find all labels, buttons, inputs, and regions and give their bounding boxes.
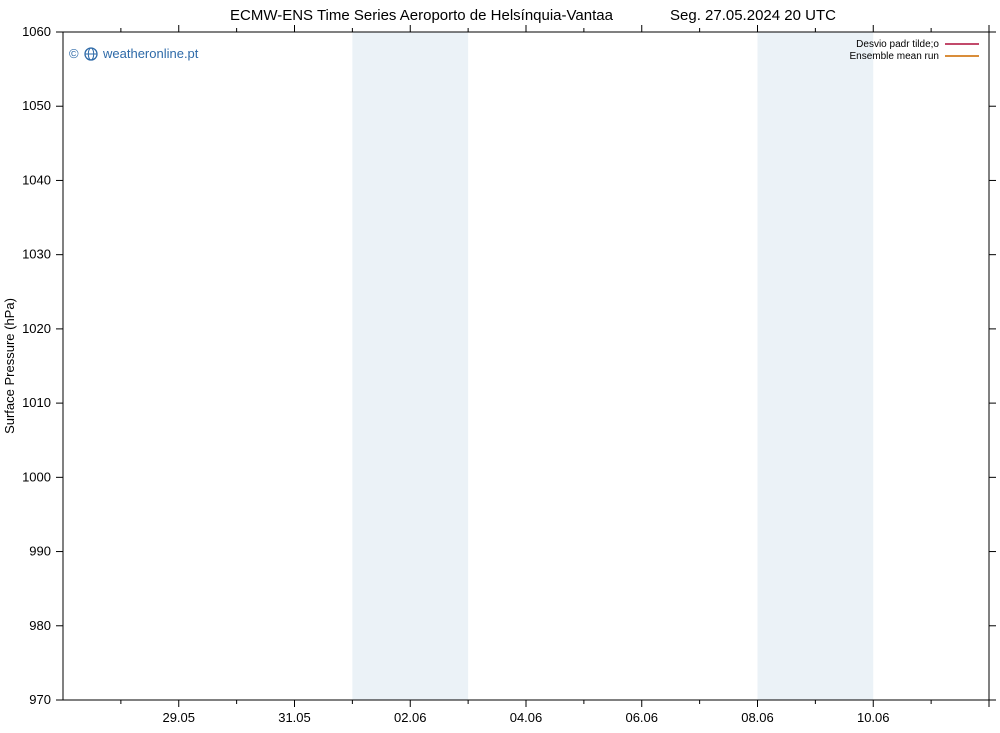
x-tick-label: 08.06 (741, 710, 774, 725)
x-tick-label: 02.06 (394, 710, 427, 725)
y-tick-label: 980 (29, 618, 51, 633)
x-tick-label: 31.05 (278, 710, 311, 725)
y-tick-label: 1060 (22, 24, 51, 39)
x-tick-label: 29.05 (162, 710, 195, 725)
x-tick-label: 10.06 (857, 710, 890, 725)
y-axis-label: Surface Pressure (hPa) (2, 298, 17, 434)
weekend-band-0 (352, 32, 468, 700)
x-tick-label: 04.06 (510, 710, 543, 725)
watermark-text: weatheronline.pt (102, 46, 199, 61)
pressure-chart: 970 980 990 1000 1010 1020 1030 1040 1050 1060 29.… (0, 0, 1000, 733)
y-tick-label: 1020 (22, 321, 51, 336)
legend-label-0: Desvio padr tilde;o (856, 39, 939, 50)
chart-title-left: ECMW-ENS Time Series Aeroporto de Helsín… (230, 7, 614, 24)
y-tick-label: 1040 (22, 172, 51, 187)
x-tick-label: 06.06 (625, 710, 658, 725)
legend-label-1: Ensemble mean run (850, 51, 940, 62)
y-tick-label: 1050 (22, 98, 51, 113)
chart-title-right: Seg. 27.05.2024 20 UTC (670, 7, 836, 24)
y-tick-label: 990 (29, 544, 51, 559)
y-tick-label: 1010 (22, 395, 51, 410)
weekend-band-1 (758, 32, 874, 700)
y-tick-label: 970 (29, 692, 51, 707)
y-tick-label: 1030 (22, 247, 51, 262)
y-tick-label: 1000 (22, 469, 51, 484)
watermark-copyright: © (69, 46, 79, 61)
chart-svg: 970 980 990 1000 1010 1020 1030 1040 1050 1060 29.… (0, 0, 1000, 733)
